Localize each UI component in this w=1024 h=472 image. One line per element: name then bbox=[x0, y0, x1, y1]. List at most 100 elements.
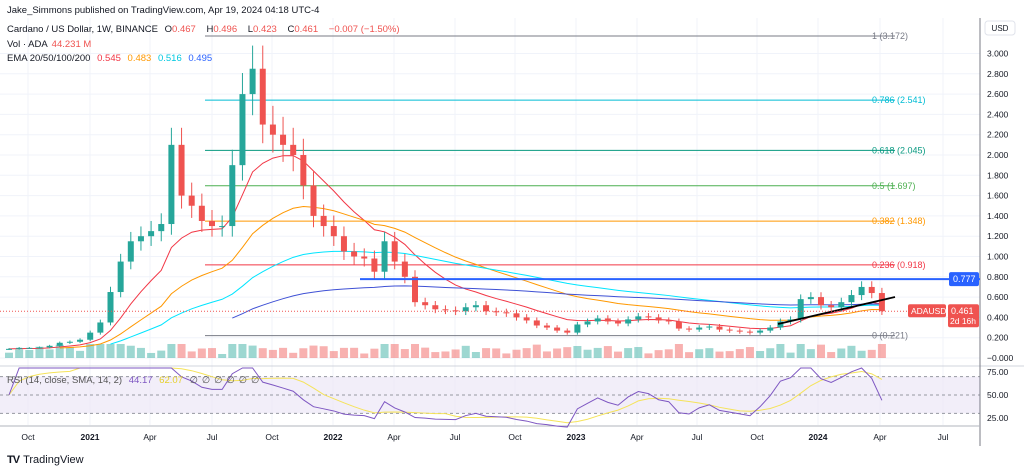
candle-body bbox=[686, 328, 693, 330]
trend-line bbox=[777, 296, 896, 325]
volume-value: 44.231 M bbox=[51, 39, 92, 50]
candle-body bbox=[564, 330, 571, 333]
volume-bar bbox=[126, 345, 135, 358]
y-tick-label: 2.600 bbox=[987, 89, 1009, 99]
volume-bar bbox=[136, 347, 145, 358]
candle-body bbox=[706, 326, 713, 328]
candle-body bbox=[280, 134, 287, 145]
volume-bar bbox=[309, 345, 318, 358]
y-tick-label: 2.000 bbox=[987, 150, 1009, 160]
volume-bar bbox=[573, 346, 582, 358]
candle-body bbox=[117, 261, 124, 293]
candle-body bbox=[472, 305, 479, 308]
candle-body bbox=[107, 292, 114, 323]
x-tick-label: 2023 bbox=[567, 432, 586, 442]
x-tick-label: Oct bbox=[508, 432, 522, 442]
ema-line bbox=[110, 250, 882, 345]
volume-bar bbox=[218, 354, 227, 358]
volume-bar bbox=[745, 347, 754, 358]
candle-body bbox=[838, 302, 845, 308]
candle-body bbox=[746, 331, 753, 333]
symbol-title[interactable]: Cardano / US Dollar, 1W, BINANCE bbox=[7, 24, 158, 35]
volume-bar bbox=[664, 349, 673, 358]
volume-bar bbox=[299, 348, 308, 358]
candle-body bbox=[736, 330, 743, 332]
candle-body bbox=[381, 241, 388, 272]
volume-bar bbox=[238, 344, 247, 358]
volume-bar bbox=[55, 344, 64, 358]
volume-bar bbox=[35, 346, 44, 358]
candle-body bbox=[503, 312, 510, 314]
volume-bar bbox=[806, 349, 815, 358]
candle-body bbox=[533, 320, 540, 326]
volume-bar bbox=[776, 344, 785, 358]
volume-bar bbox=[208, 348, 216, 358]
volume-bar bbox=[553, 348, 562, 358]
change-value: −0.007 (−1.50%) bbox=[328, 24, 400, 35]
rsi-na-value: ∅ bbox=[214, 375, 223, 386]
rsi-sma-value: 62.07 bbox=[159, 375, 183, 386]
candle-body bbox=[36, 347, 43, 349]
candle-body bbox=[422, 302, 429, 306]
y-tick-label: 2.400 bbox=[987, 109, 1009, 119]
candle-body bbox=[462, 307, 469, 312]
rsi-na-value: ∅ bbox=[189, 375, 198, 386]
candle-body bbox=[574, 324, 581, 333]
bar-countdown-label: 2d 16h bbox=[950, 316, 976, 326]
candle-body bbox=[645, 316, 652, 318]
volume-bar bbox=[837, 348, 846, 358]
close-label: C bbox=[287, 24, 295, 35]
volume-bar bbox=[25, 350, 34, 358]
candle-body bbox=[675, 321, 682, 329]
volume-bar bbox=[400, 349, 409, 358]
last-price-label: 0.461 bbox=[951, 306, 974, 316]
volume-bar bbox=[877, 344, 886, 358]
rsi-label[interactable]: RSI (14, close, SMA, 14, 2) bbox=[7, 375, 123, 386]
candle-body bbox=[777, 321, 784, 328]
y-tick-label: 2.800 bbox=[987, 69, 1009, 79]
candle-body bbox=[868, 286, 875, 294]
ema-label[interactable]: EMA 20/50/100/200 bbox=[7, 53, 91, 64]
volume-bar bbox=[685, 352, 694, 358]
volume-bar bbox=[187, 351, 196, 358]
volume-bar bbox=[614, 351, 622, 358]
candle-body bbox=[310, 185, 317, 216]
candle-body bbox=[361, 256, 368, 259]
candle-body bbox=[209, 220, 215, 227]
volume-bar bbox=[857, 350, 866, 358]
volume-bar bbox=[197, 348, 206, 358]
volume-bar bbox=[116, 344, 125, 358]
volume-bar bbox=[370, 348, 379, 358]
volume-bar bbox=[106, 344, 115, 358]
x-tick-label: 2022 bbox=[324, 432, 343, 442]
tradingview-logo[interactable]: TV TradingView bbox=[7, 454, 84, 466]
candle-body bbox=[655, 317, 662, 321]
volume-bar bbox=[86, 344, 95, 358]
candle-body bbox=[290, 144, 297, 155]
symbol-legend: Cardano / US Dollar, 1W, BINANCE O0.467 … bbox=[7, 24, 404, 35]
fib-level-label: 0.786 (2.541) bbox=[872, 95, 926, 105]
volume-bar bbox=[380, 344, 389, 358]
rsi-tick-label: 75.00 bbox=[987, 367, 1009, 377]
volume-bar bbox=[766, 348, 775, 358]
volume-bar bbox=[634, 347, 643, 358]
close-value: 0.461 bbox=[294, 24, 319, 35]
candle-body bbox=[696, 327, 703, 330]
ema20-value: 0.545 bbox=[97, 53, 121, 64]
x-tick-label: Apr bbox=[387, 432, 400, 442]
currency-box bbox=[984, 20, 1016, 36]
candle-body bbox=[77, 339, 84, 342]
publisher-line: Jake_Simmons published on TradingView.co… bbox=[7, 5, 320, 16]
volume-bar bbox=[147, 352, 156, 358]
volume-bar bbox=[583, 349, 592, 358]
candle-body bbox=[300, 155, 307, 186]
candle-body bbox=[442, 309, 449, 311]
candle-body bbox=[797, 299, 804, 320]
volume-bar bbox=[674, 344, 683, 358]
candle-body bbox=[219, 226, 226, 228]
volume-label[interactable]: Vol · ADA bbox=[7, 39, 48, 50]
volume-bar bbox=[451, 349, 460, 358]
x-tick-label: Jul bbox=[938, 432, 949, 442]
candle-body bbox=[828, 305, 835, 308]
